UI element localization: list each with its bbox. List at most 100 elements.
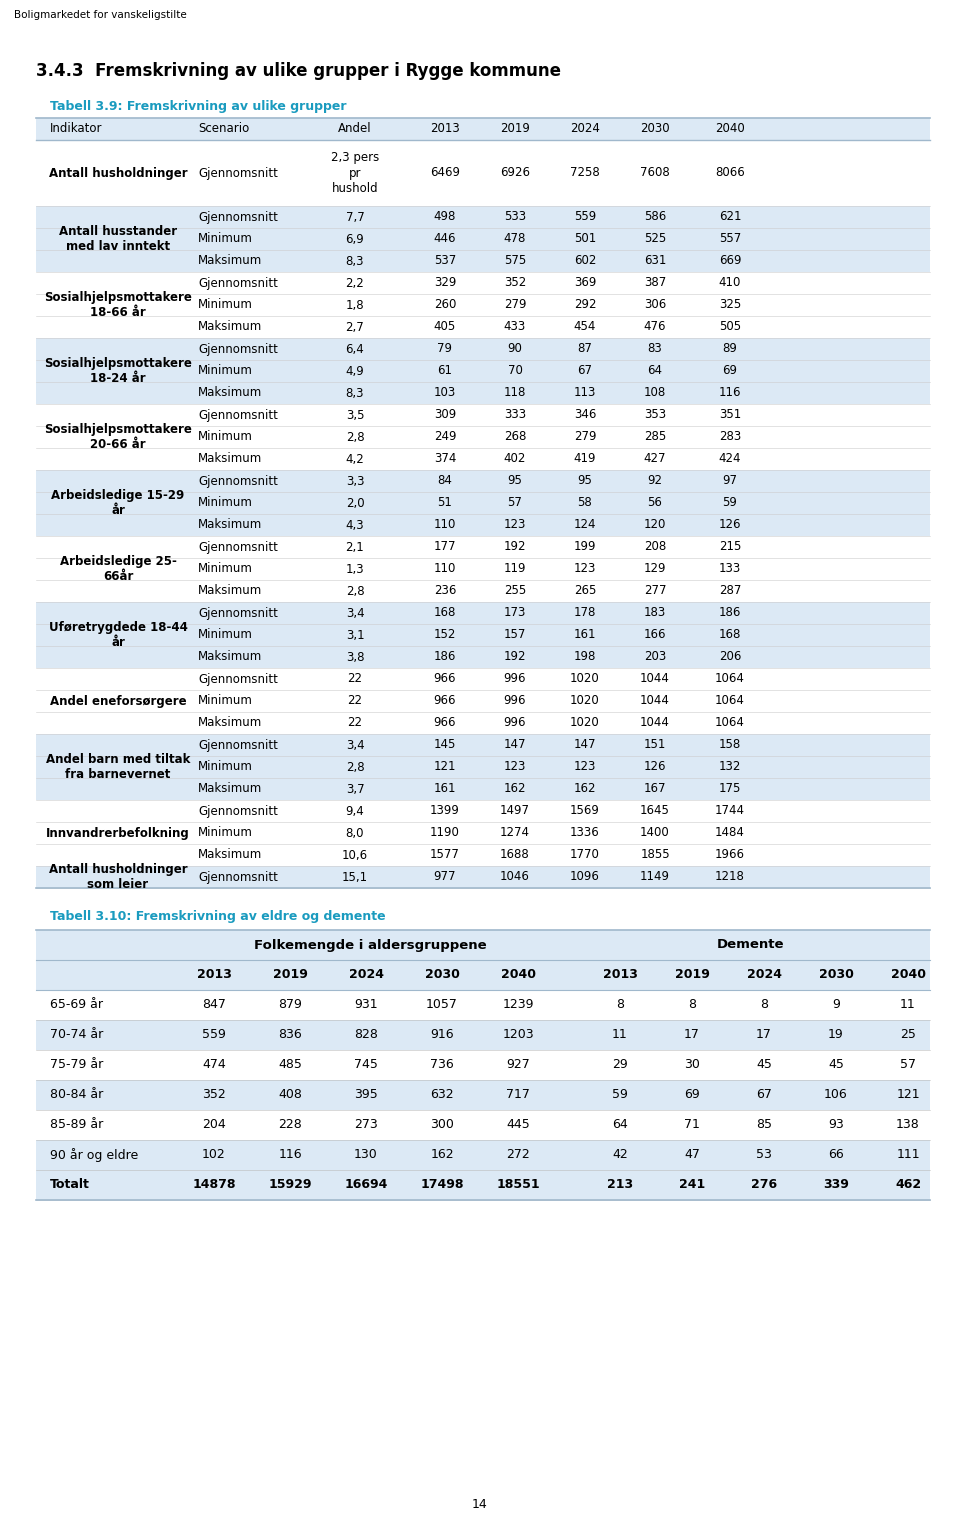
Text: 168: 168 (719, 628, 741, 642)
Text: 17498: 17498 (420, 1178, 464, 1192)
Text: 346: 346 (574, 408, 596, 422)
Text: 116: 116 (719, 387, 741, 399)
Text: Maksimum: Maksimum (198, 321, 262, 333)
Text: 45: 45 (756, 1059, 772, 1071)
Text: 2030: 2030 (819, 969, 853, 981)
Text: 8,3: 8,3 (346, 255, 364, 267)
Text: 111: 111 (897, 1149, 920, 1161)
Text: 996: 996 (504, 672, 526, 686)
Text: 204: 204 (203, 1118, 226, 1132)
Text: 241: 241 (679, 1178, 706, 1192)
Bar (36, 1140, 930, 1170)
Text: 3,1: 3,1 (346, 628, 364, 642)
Bar (36, 361, 930, 382)
Text: 70-74 år: 70-74 år (50, 1028, 104, 1042)
Text: 64: 64 (612, 1118, 628, 1132)
Text: 11: 11 (612, 1028, 628, 1042)
Text: 279: 279 (574, 431, 596, 443)
Text: 130: 130 (354, 1149, 378, 1161)
Text: 501: 501 (574, 232, 596, 246)
Text: 419: 419 (574, 452, 596, 466)
Text: 474: 474 (203, 1059, 226, 1071)
Text: 279: 279 (504, 298, 526, 312)
Text: 177: 177 (434, 541, 456, 553)
Text: 2,7: 2,7 (346, 321, 365, 333)
Text: Sosialhjelpsmottakere
18-24 år: Sosialhjelpsmottakere 18-24 år (44, 358, 192, 385)
Text: 3,7: 3,7 (346, 782, 364, 796)
Text: 158: 158 (719, 738, 741, 752)
Text: 173: 173 (504, 607, 526, 619)
Text: 198: 198 (574, 651, 596, 663)
Text: Minimum: Minimum (198, 497, 252, 509)
Text: 2024: 2024 (570, 122, 600, 136)
Text: 2040: 2040 (891, 969, 925, 981)
Text: 505: 505 (719, 321, 741, 333)
Text: 203: 203 (644, 651, 666, 663)
Text: 123: 123 (574, 761, 596, 773)
Text: 79: 79 (438, 342, 452, 356)
Text: 15,1: 15,1 (342, 871, 368, 883)
Text: 575: 575 (504, 255, 526, 267)
Text: 333: 333 (504, 408, 526, 422)
Text: 424: 424 (719, 452, 741, 466)
Text: 192: 192 (504, 651, 526, 663)
Text: 1190: 1190 (430, 827, 460, 839)
Text: 1020: 1020 (570, 695, 600, 707)
Bar (36, 316, 930, 338)
Text: 966: 966 (434, 695, 456, 707)
Text: 1020: 1020 (570, 672, 600, 686)
Text: 996: 996 (504, 717, 526, 729)
Text: Arbeidsledige 25-
66år: Arbeidsledige 25- 66år (60, 555, 177, 584)
Text: 65-69 år: 65-69 år (50, 998, 103, 1012)
Text: 828: 828 (354, 1028, 378, 1042)
Text: 966: 966 (434, 672, 456, 686)
Text: 8: 8 (760, 998, 768, 1012)
Text: 59: 59 (612, 1088, 628, 1102)
Text: Minimum: Minimum (198, 827, 252, 839)
Text: 3,8: 3,8 (346, 651, 364, 663)
Text: Gjennomsnitt: Gjennomsnitt (198, 805, 277, 817)
Bar (36, 866, 930, 888)
Text: 123: 123 (504, 761, 526, 773)
Text: 89: 89 (723, 342, 737, 356)
Text: 92: 92 (647, 475, 662, 487)
Text: 151: 151 (644, 738, 666, 752)
Text: 97: 97 (723, 475, 737, 487)
Text: 255: 255 (504, 585, 526, 597)
Text: 1057: 1057 (426, 998, 458, 1012)
Bar (36, 1109, 930, 1140)
Text: 2013: 2013 (430, 122, 460, 136)
Text: 427: 427 (644, 452, 666, 466)
Text: 7,7: 7,7 (346, 211, 365, 223)
Text: 559: 559 (574, 211, 596, 223)
Text: 10,6: 10,6 (342, 848, 368, 862)
Bar (36, 931, 930, 960)
Text: 8,3: 8,3 (346, 387, 364, 399)
Text: 113: 113 (574, 387, 596, 399)
Text: 1044: 1044 (640, 672, 670, 686)
Text: 485: 485 (278, 1059, 302, 1071)
Text: 265: 265 (574, 585, 596, 597)
Text: Sosialhjelpsmottakere
18-66 år: Sosialhjelpsmottakere 18-66 år (44, 290, 192, 319)
Text: 9,4: 9,4 (346, 805, 365, 817)
Text: 1569: 1569 (570, 805, 600, 817)
Text: 272: 272 (506, 1149, 530, 1161)
Text: 533: 533 (504, 211, 526, 223)
Text: Antall husholdninger: Antall husholdninger (49, 167, 187, 179)
Text: 717: 717 (506, 1088, 530, 1102)
Text: Antall husstander
med lav inntekt: Antall husstander med lav inntekt (59, 225, 177, 254)
Text: 410: 410 (719, 277, 741, 289)
Text: 2024: 2024 (747, 969, 781, 981)
Text: 30: 30 (684, 1059, 700, 1071)
Text: Maksimum: Maksimum (198, 518, 262, 532)
Bar (36, 448, 930, 471)
Text: 123: 123 (574, 562, 596, 576)
Text: 75-79 år: 75-79 år (50, 1059, 104, 1071)
Text: 916: 916 (430, 1028, 454, 1042)
Bar (36, 251, 930, 272)
Text: 329: 329 (434, 277, 456, 289)
Text: 2,8: 2,8 (346, 431, 364, 443)
Text: 1744: 1744 (715, 805, 745, 817)
Bar (36, 756, 930, 778)
Text: 2,0: 2,0 (346, 497, 364, 509)
